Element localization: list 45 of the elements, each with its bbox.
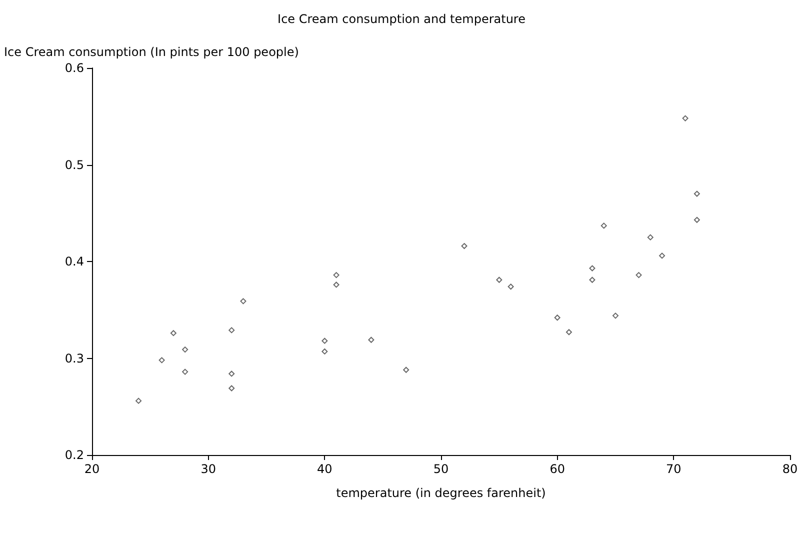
y-tick-label: 0.5	[64, 158, 84, 172]
y-tick-label: 0.6	[64, 61, 84, 75]
point	[589, 276, 596, 283]
point	[333, 282, 340, 288]
chart-title: Ice Cream consumption and temperature	[278, 12, 526, 26]
point	[158, 357, 165, 364]
point	[694, 190, 700, 197]
point	[322, 338, 328, 344]
point	[659, 252, 666, 259]
point	[368, 336, 374, 343]
x-axis-title: temperature (in degrees farenheit)	[336, 486, 546, 500]
x-tick-label: 30	[200, 462, 216, 476]
point	[566, 329, 572, 336]
point	[636, 272, 642, 278]
point	[182, 346, 188, 353]
point	[496, 276, 502, 283]
x-tick-label: 60	[550, 462, 565, 476]
point	[240, 298, 246, 304]
point	[228, 385, 235, 392]
point	[136, 398, 142, 404]
point	[170, 330, 176, 336]
point	[508, 284, 514, 290]
point	[647, 234, 654, 240]
point	[228, 327, 235, 334]
x-tick-label: 80	[782, 462, 798, 476]
point	[589, 265, 596, 272]
y-tick-label: 0.3	[64, 351, 84, 366]
point	[554, 314, 560, 321]
x-tick-label: 40	[317, 462, 332, 476]
y-axis-title: Ice Cream consumption (In pints per 100 people)	[4, 45, 299, 59]
point	[612, 312, 618, 319]
point	[182, 368, 188, 375]
point	[461, 243, 468, 250]
y-tick-label: 0.4	[64, 254, 84, 268]
point	[682, 115, 688, 122]
point	[694, 216, 700, 223]
point	[333, 272, 340, 278]
point	[600, 222, 607, 229]
point	[228, 370, 235, 377]
x-tick-label: 20	[84, 462, 100, 476]
point	[403, 366, 410, 373]
x-tick-label: 70	[666, 462, 682, 476]
x-tick-label: 50	[433, 462, 449, 476]
point	[322, 348, 328, 354]
y-tick-label: 0.2	[64, 448, 84, 462]
